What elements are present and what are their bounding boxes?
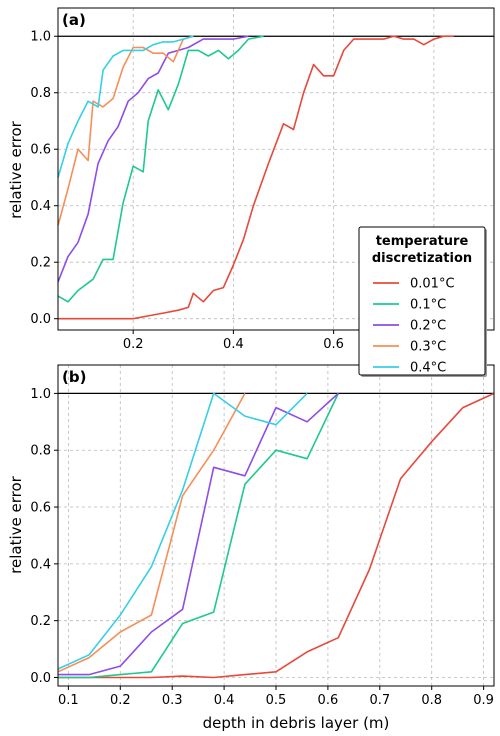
x-tick-label: 0.7: [369, 693, 390, 708]
x-tick-label: 0.9: [473, 693, 494, 708]
x-tick-label: 0.1: [58, 693, 79, 708]
x-tick-label: 0.2: [110, 693, 131, 708]
y-tick-label: 0.2: [30, 256, 51, 271]
panel-b: 0.1 0.2 0.3 0.4 0.5 0.6 0.7 0.8 0.9 0.0 0.2 0.4 0.6 0…: [7, 364, 495, 732]
series-line: [57, 393, 246, 673]
y-tick-label: 1.0: [30, 387, 51, 402]
y-tick-label: 0.6: [30, 143, 51, 158]
x-tick-label: 0.4: [223, 337, 244, 352]
legend-title: temperature: [376, 234, 469, 249]
series-line: [57, 35, 194, 178]
y-tick-label: 0.6: [30, 501, 51, 516]
y-tick-label: 0.0: [30, 671, 51, 686]
panel-label: (b): [62, 368, 86, 386]
y-tick-label: 0.4: [30, 199, 51, 214]
y-axis-label: relative error: [7, 120, 25, 218]
series-line: [58, 35, 454, 320]
x-tick-label: 0.6: [318, 693, 339, 708]
x-axis-label: depth in debris layer (m): [203, 714, 390, 732]
plot-frame: [57, 7, 495, 331]
legend-entry-label: 0.01°C: [410, 277, 455, 292]
y-tick-label: 1.0: [30, 30, 51, 45]
legend-entry-label: 0.1°C: [410, 298, 446, 313]
y-tick-label: 0.8: [30, 86, 51, 101]
x-tick-label: 0.4: [214, 693, 235, 708]
series-line: [58, 392, 495, 679]
y-axis-label: relative error: [7, 475, 25, 573]
x-tick-label: 0.3: [162, 693, 183, 708]
y-tick-label: 0.8: [30, 444, 51, 459]
y-tick-label: 0.2: [30, 614, 51, 629]
legend-entry-label: 0.3°C: [410, 340, 446, 355]
y-tick-label: 0.4: [30, 557, 51, 572]
legend-box: [358, 226, 486, 376]
legend-title: discretization: [372, 251, 472, 266]
legend: temperature discretization 0.01°C 0.1°C 0.2°…: [358, 226, 487, 377]
series-line: [57, 35, 194, 226]
series-line: [58, 393, 340, 679]
x-tick-label: 0.8: [421, 693, 442, 708]
series-line: [57, 392, 308, 670]
legend-entry-label: 0.2°C: [410, 319, 446, 334]
panel-label: (a): [62, 11, 86, 29]
series-line: [58, 392, 339, 676]
x-tick-label: 0.6: [323, 337, 344, 352]
legend-entry-label: 0.4°C: [410, 361, 446, 376]
y-tick-label: 0.0: [30, 312, 51, 327]
x-tick-label: 0.5: [266, 693, 287, 708]
series-line: [57, 35, 249, 283]
series-line: [57, 35, 264, 303]
x-tick-label: 0.2: [123, 337, 144, 352]
